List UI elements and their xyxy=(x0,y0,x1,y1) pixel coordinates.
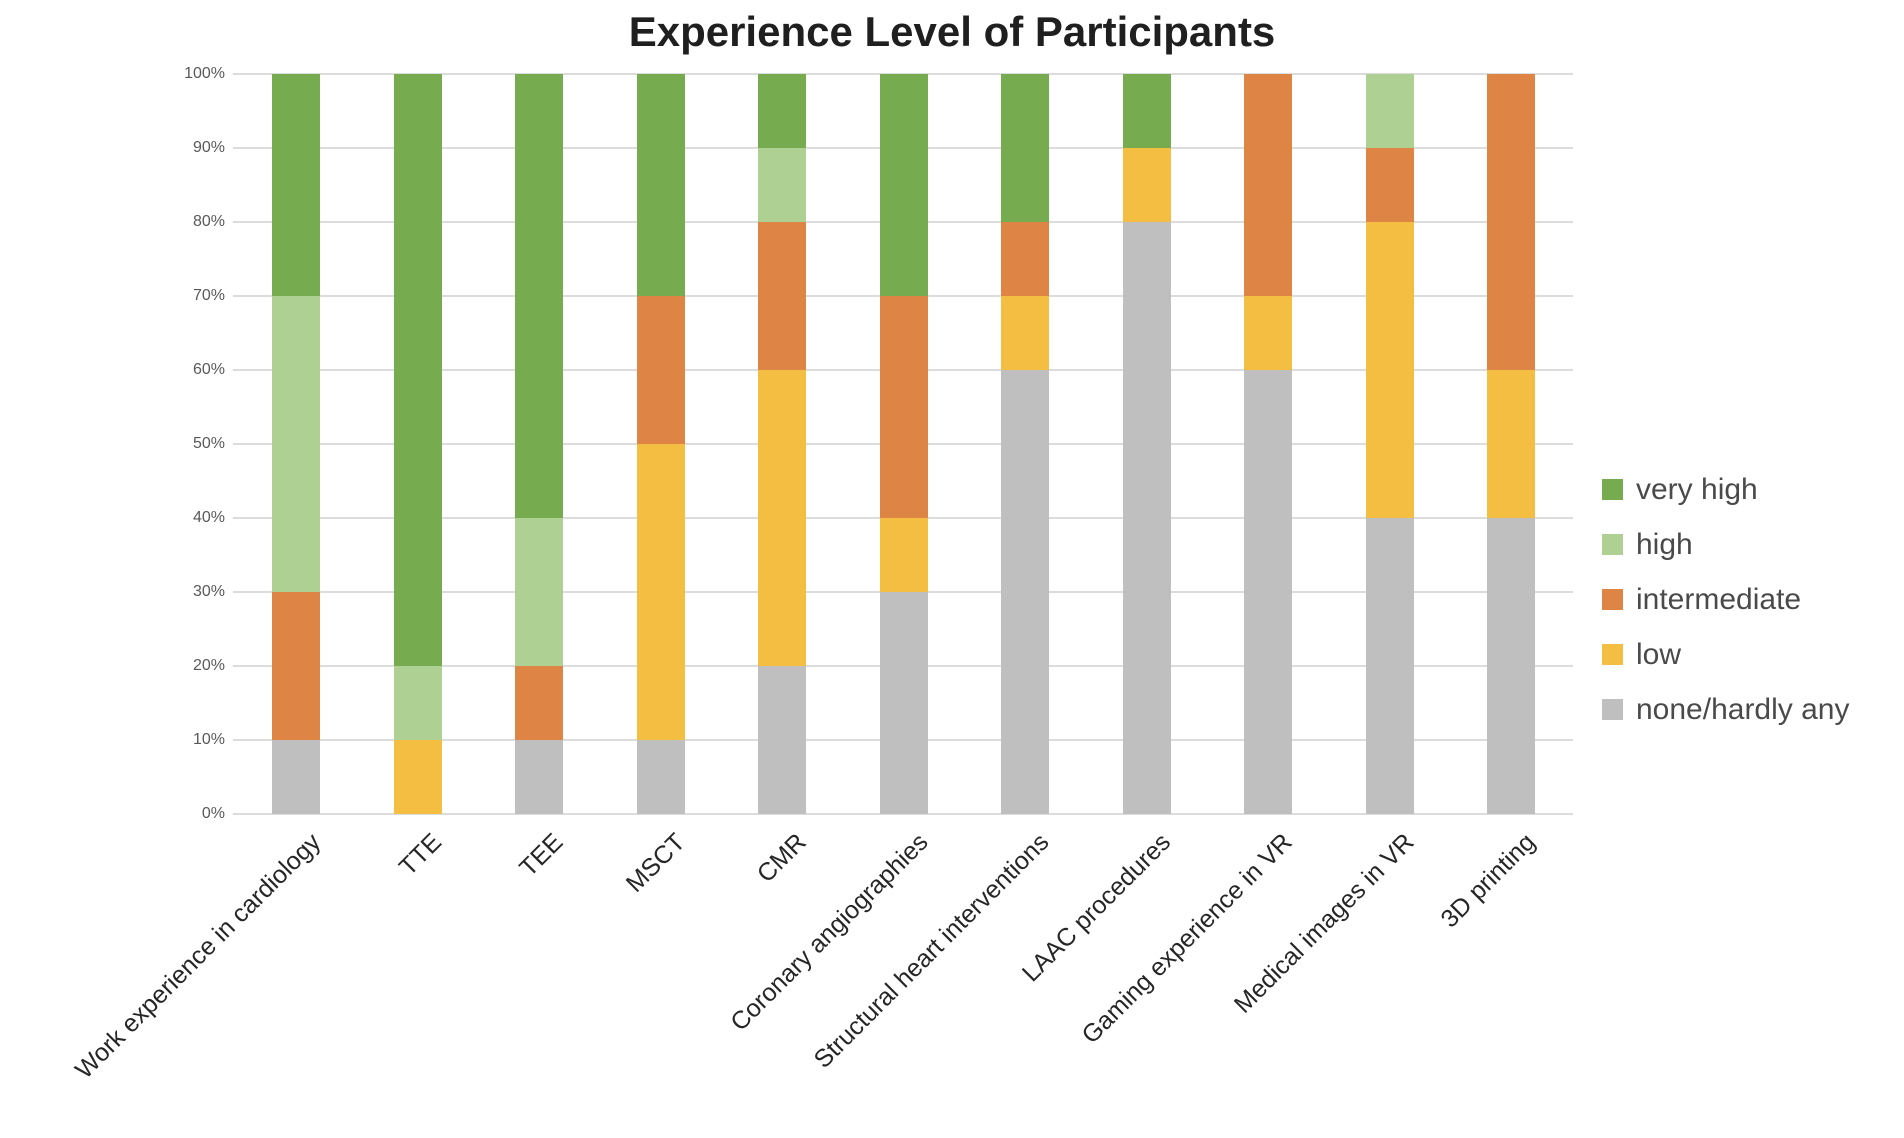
bar-segment-none-hardly-any xyxy=(1244,370,1292,814)
x-axis-label: Structural heart interventions xyxy=(809,828,1055,1074)
bar-segment-high xyxy=(758,148,806,222)
bar-segment-very-high xyxy=(515,74,563,518)
y-tick-label: 50% xyxy=(192,435,225,452)
legend-item: low xyxy=(1602,627,1850,682)
x-axis-label: Gaming experience in VR xyxy=(1076,828,1298,1050)
legend-item: none/hardly any xyxy=(1602,682,1850,737)
bar-11 xyxy=(1487,74,1535,814)
bar-segment-very-high xyxy=(1122,74,1171,148)
bar-segment-intermediate xyxy=(636,296,685,444)
bar-segment-low xyxy=(879,518,928,592)
x-axis-label: 3D printing xyxy=(1435,828,1541,934)
legend-swatch-icon xyxy=(1602,699,1623,720)
bar-segment-low xyxy=(758,370,806,666)
x-axis-label: TTE xyxy=(394,828,448,882)
bar-segment-very-high xyxy=(1001,74,1049,222)
legend-label: very high xyxy=(1636,472,1758,506)
bar-9 xyxy=(1244,74,1292,814)
bar-segment-very-high xyxy=(272,74,320,296)
bar-segment-low xyxy=(393,740,442,814)
bar-5 xyxy=(758,74,806,814)
legend-label: none/hardly any xyxy=(1636,692,1850,726)
bar-7 xyxy=(1001,74,1049,814)
x-axis-label: Work experience in cardiology xyxy=(69,828,326,1085)
bar-segment-intermediate xyxy=(1365,148,1414,222)
bar-segment-very-high xyxy=(879,74,928,296)
y-tick-label: 90% xyxy=(192,139,225,156)
bar-segment-high xyxy=(1365,74,1414,148)
legend-swatch-icon xyxy=(1602,479,1623,500)
bar-segment-intermediate xyxy=(515,666,563,740)
y-tick-label: 100% xyxy=(184,65,225,82)
bar-segment-none-hardly-any xyxy=(636,740,685,814)
chart-legend: very high high intermediate low none/hardly … xyxy=(1602,462,1850,737)
bar-segment-very-high xyxy=(758,74,806,148)
bar-segment-low xyxy=(636,444,685,740)
y-tick-label: 60% xyxy=(192,361,225,378)
bar-segment-none-hardly-any xyxy=(879,592,928,814)
legend-swatch-icon xyxy=(1602,589,1623,610)
bar-6 xyxy=(879,74,928,814)
bar-segment-low xyxy=(1001,296,1049,370)
y-tick-label: 10% xyxy=(192,731,225,748)
bar-8 xyxy=(1122,74,1171,814)
bar-segment-intermediate xyxy=(758,222,806,370)
legend-label: high xyxy=(1636,527,1693,561)
bar-segment-intermediate xyxy=(1001,222,1049,296)
bar-segment-low xyxy=(1244,296,1292,370)
legend-item: intermediate xyxy=(1602,572,1850,627)
legend-item: very high xyxy=(1602,462,1850,517)
legend-item: high xyxy=(1602,517,1850,572)
legend-label: intermediate xyxy=(1636,582,1802,616)
x-axis-label: Coronary angiographies xyxy=(724,828,934,1037)
chart-title: Experience Level of Participants xyxy=(628,8,1276,55)
y-tick-label: 40% xyxy=(192,509,225,526)
bar-4 xyxy=(636,74,685,814)
legend-swatch-icon xyxy=(1602,534,1623,555)
bar-segment-low xyxy=(1365,222,1414,518)
y-tick-label: 70% xyxy=(192,287,225,304)
bar-segment-intermediate xyxy=(1244,74,1292,296)
bar-segment-high xyxy=(272,296,320,592)
x-axis-label: TEE xyxy=(514,828,569,883)
bar-segment-none-hardly-any xyxy=(1122,222,1171,814)
bar-segment-very-high xyxy=(393,74,442,666)
bar-segment-intermediate xyxy=(1487,74,1535,370)
x-axis-label: CMR xyxy=(751,828,812,889)
bar-segment-none-hardly-any xyxy=(1001,370,1049,814)
bar-1 xyxy=(272,74,320,814)
bar-segment-none-hardly-any xyxy=(272,740,320,814)
legend-label: low xyxy=(1636,637,1682,671)
bar-segment-very-high xyxy=(636,74,685,296)
bar-segment-low xyxy=(1487,370,1535,518)
bar-2 xyxy=(393,74,442,814)
legend-swatch-icon xyxy=(1602,644,1623,665)
bar-segment-intermediate xyxy=(879,296,928,518)
y-tick-label: 30% xyxy=(192,583,225,600)
y-tick-label: 80% xyxy=(192,213,225,230)
bar-segment-low xyxy=(1122,148,1171,222)
x-axis-label: MSCT xyxy=(620,828,691,898)
bar-segment-intermediate xyxy=(272,592,320,740)
bar-10 xyxy=(1365,74,1414,814)
bar-segment-high xyxy=(515,518,563,666)
bar-segment-none-hardly-any xyxy=(515,740,563,814)
bar-segment-none-hardly-any xyxy=(758,666,806,814)
y-tick-label: 20% xyxy=(192,657,225,674)
bar-3 xyxy=(515,74,563,814)
y-tick-label: 0% xyxy=(201,805,225,822)
bar-segment-high xyxy=(393,666,442,740)
bar-segment-none-hardly-any xyxy=(1487,518,1535,814)
bar-segment-none-hardly-any xyxy=(1365,518,1414,814)
gridline xyxy=(233,813,1573,815)
